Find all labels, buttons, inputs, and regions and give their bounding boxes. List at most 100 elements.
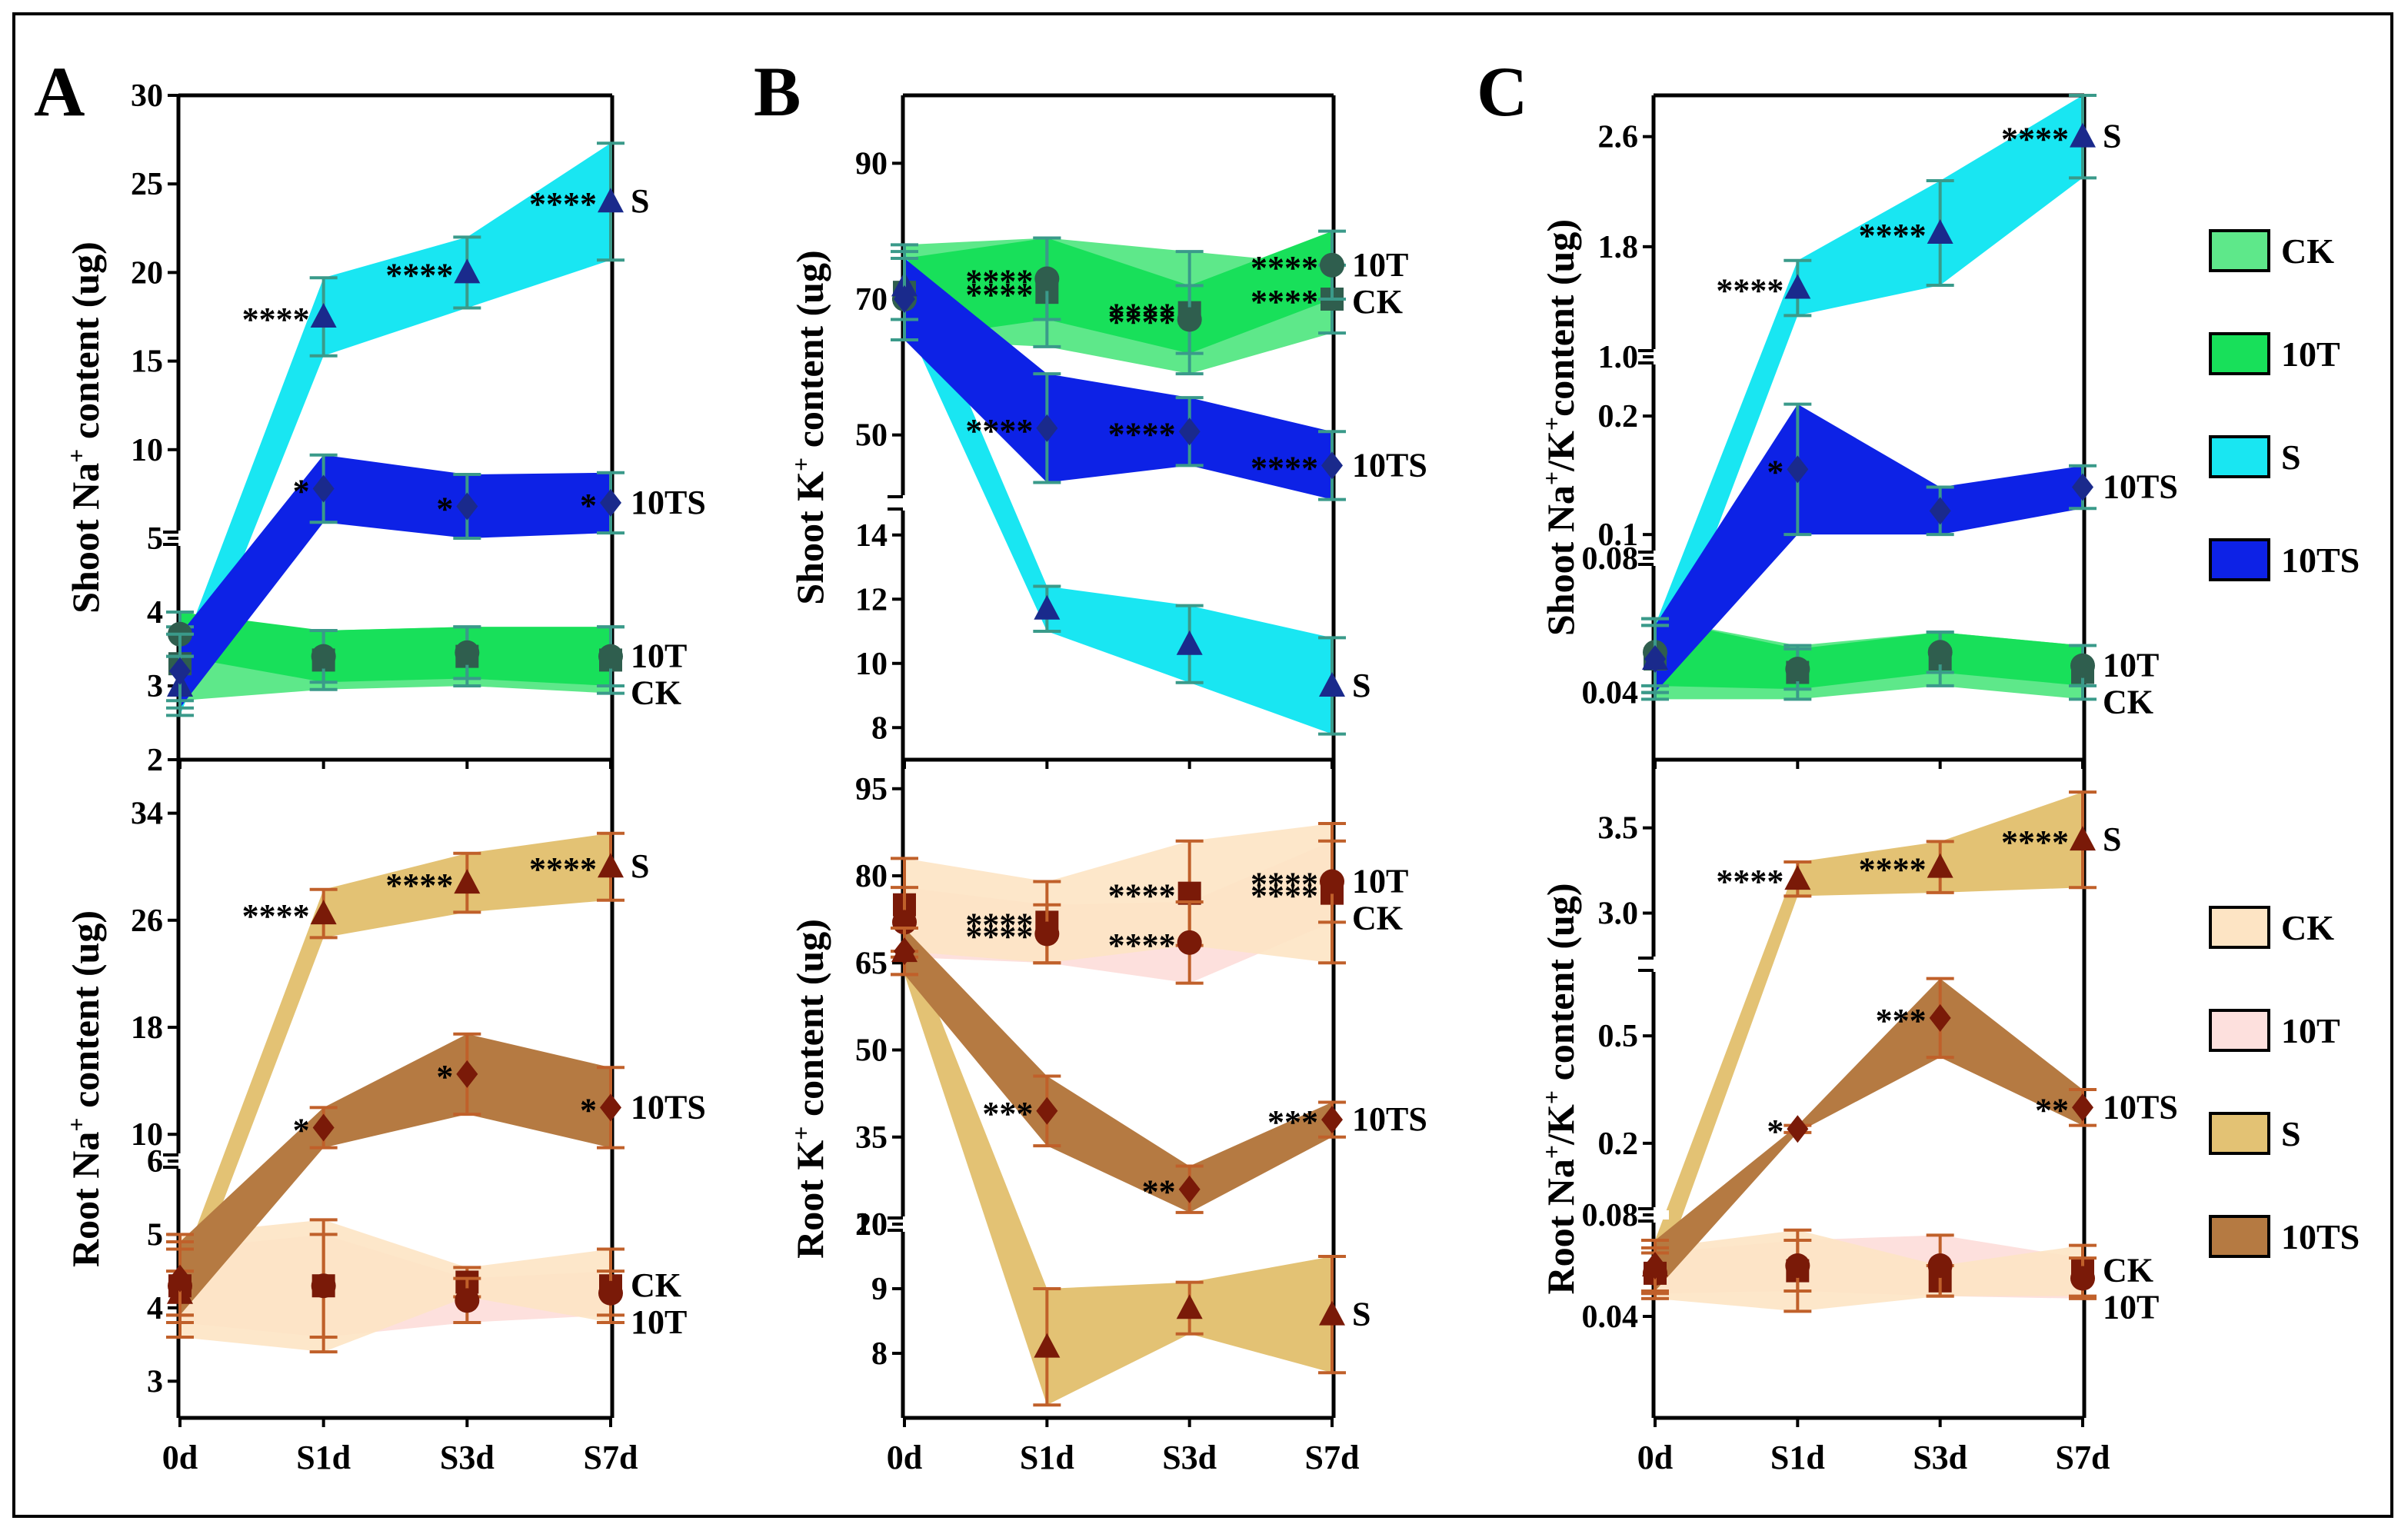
significance-stars: ****: [1108, 927, 1176, 964]
band-S: [180, 143, 611, 716]
legend-swatch-CK: [2209, 229, 2270, 272]
y-axis-label-tail: content (ug): [788, 250, 831, 457]
significance-stars: ****: [1251, 866, 1318, 903]
y-axis-label-main: Root K: [788, 1140, 831, 1259]
y-tick-label: 8: [871, 1336, 888, 1372]
y-tick-label: 34: [131, 797, 163, 832]
data-point-10TS: [894, 937, 915, 966]
data-point-S: [598, 853, 624, 878]
y-axis-label: Root K+ content (ug): [787, 919, 831, 1259]
significance-stars: ***: [1267, 1103, 1318, 1141]
y-tick-label: 1.0: [1598, 340, 1639, 375]
y-tick-label: 70: [855, 282, 888, 318]
x-tick-label: 0d: [887, 1439, 922, 1476]
data-point-10TS: [1178, 1175, 1201, 1203]
data-point-10TS: [1787, 455, 1809, 484]
panel-label: B: [754, 52, 801, 131]
significance-stars: *: [580, 1091, 597, 1129]
series-end-label: 10TS: [631, 484, 706, 521]
data-point-S: [454, 869, 481, 894]
series-end-label: CK: [2103, 1252, 2153, 1289]
band-CK: [904, 824, 1332, 963]
y-tick-label: 90: [855, 146, 888, 181]
x-tick-label: 0d: [162, 1439, 198, 1476]
series-end-label: 10T: [631, 1303, 687, 1341]
band-10T: [904, 231, 1332, 354]
y-tick-label: 0.08: [1582, 541, 1639, 577]
band-10T: [1655, 618, 2083, 690]
significance-stars: ****: [1108, 297, 1176, 334]
significance-stars: ****: [965, 412, 1033, 450]
data-point-10T: [1177, 307, 1202, 332]
series-end-label: 10TS: [631, 1088, 706, 1126]
y-tick-label: 0.08: [1582, 1198, 1639, 1233]
data-point-S: [1034, 594, 1061, 620]
data-point-S: [1319, 1300, 1345, 1326]
series-end-label: 10T: [1352, 246, 1408, 284]
y-axis-label: Shoot K+ content (ug): [787, 250, 831, 604]
y-tick-label: 0.04: [1582, 676, 1639, 711]
y-axis-label-sup: +: [62, 1117, 90, 1131]
significance-stars: ****: [965, 918, 1033, 956]
y-tick-label: 9: [871, 1272, 888, 1307]
y-tick-label: 10: [131, 1117, 163, 1153]
y-tick-label: 20: [855, 1207, 888, 1243]
series-end-label: S: [1352, 1296, 1371, 1333]
legend-swatch-S: [2209, 1112, 2270, 1155]
x-tick-label: S3d: [1913, 1439, 1967, 1476]
x-tick-label: S7d: [584, 1439, 638, 1476]
significance-stars: ****: [1716, 863, 1784, 900]
panel-label: C: [1477, 52, 1527, 131]
data-point-S: [1784, 865, 1811, 890]
y-tick-label: 8: [871, 710, 888, 746]
series-end-label: S: [631, 847, 649, 885]
data-point-10T: [455, 640, 480, 665]
y-axis-label: Shoot Na+ content (ug): [62, 241, 107, 614]
significance-stars: *: [293, 472, 310, 510]
series-end-label: CK: [631, 1266, 681, 1304]
data-point-10TS: [2072, 473, 2093, 501]
y-axis-label-sup: +: [1537, 1090, 1565, 1104]
y-axis-label-mid: /K: [1539, 1104, 1582, 1146]
data-point-S: [598, 188, 624, 213]
significance-stars: **: [1142, 1173, 1176, 1211]
data-point-10T: [2070, 1266, 2095, 1291]
series-end-label: CK: [1352, 900, 1403, 937]
significance-stars: ****: [385, 867, 453, 904]
series-end-label: S: [1352, 667, 1371, 704]
series-end-label: 10T: [631, 637, 687, 675]
data-point-S: [1319, 671, 1345, 697]
data-point-10T: [1927, 1253, 1953, 1278]
series-end-label: 10T: [1352, 863, 1408, 900]
series-end-label: CK: [631, 674, 681, 712]
y-axis-label-main: Shoot K: [788, 471, 831, 605]
band-10TS: [904, 258, 1332, 500]
data-point-10T: [1177, 930, 1202, 955]
data-point-10T: [1034, 266, 1060, 291]
y-axis-label-sup: +: [62, 449, 90, 463]
significance-stars: ***: [982, 1095, 1033, 1133]
legend-swatch-10T: [2209, 332, 2270, 375]
y-axis-label-main: Root Na: [64, 1132, 107, 1267]
x-tick-label: S1d: [1020, 1439, 1074, 1476]
legend-swatch-10TS: [2209, 538, 2270, 581]
significance-stars: ****: [1716, 272, 1784, 310]
legend-label-S: S: [2281, 438, 2301, 477]
y-axis-label-tail: content (ug): [1539, 883, 1582, 1090]
data-point-10TS: [1321, 1106, 1343, 1134]
data-point-10TS: [1929, 497, 1951, 525]
y-axis-label: Root Na+/K+ content (ug): [1537, 883, 1582, 1294]
significance-stars: **: [2035, 1091, 2069, 1129]
data-point-S: [310, 900, 337, 925]
x-tick-label: S7d: [2056, 1439, 2110, 1476]
data-point-10T: [1034, 921, 1060, 947]
significance-stars: ****: [1108, 304, 1176, 341]
series-end-label: 10TS: [1352, 1100, 1427, 1138]
legend-swatch-CK: [2209, 906, 2270, 949]
legend-swatch-10T: [2209, 1009, 2270, 1052]
data-point-10TS: [456, 492, 478, 521]
